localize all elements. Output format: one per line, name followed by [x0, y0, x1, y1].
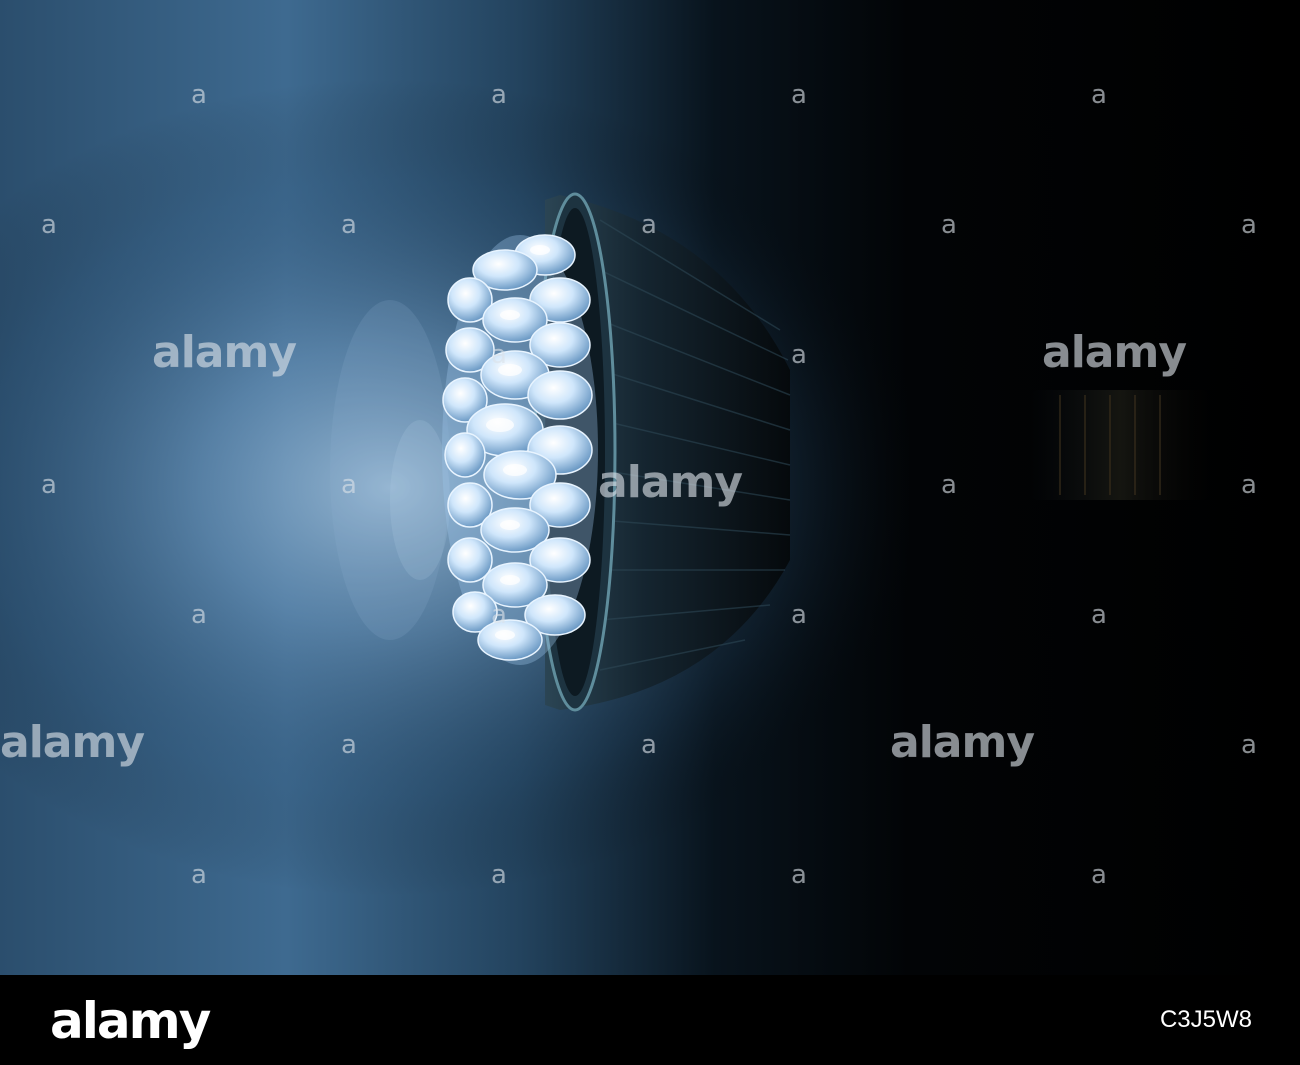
image-id: C3J5W8 [1159, 1006, 1252, 1033]
footer-bar: alamy C3J5W8 [0, 975, 1300, 1065]
alamy-logo: alamy [50, 992, 211, 1050]
led-bulb-photo: a a a a a a a a a a a a a a a a a a a a … [0, 0, 1300, 975]
led-bulb-illustration [0, 0, 1300, 975]
